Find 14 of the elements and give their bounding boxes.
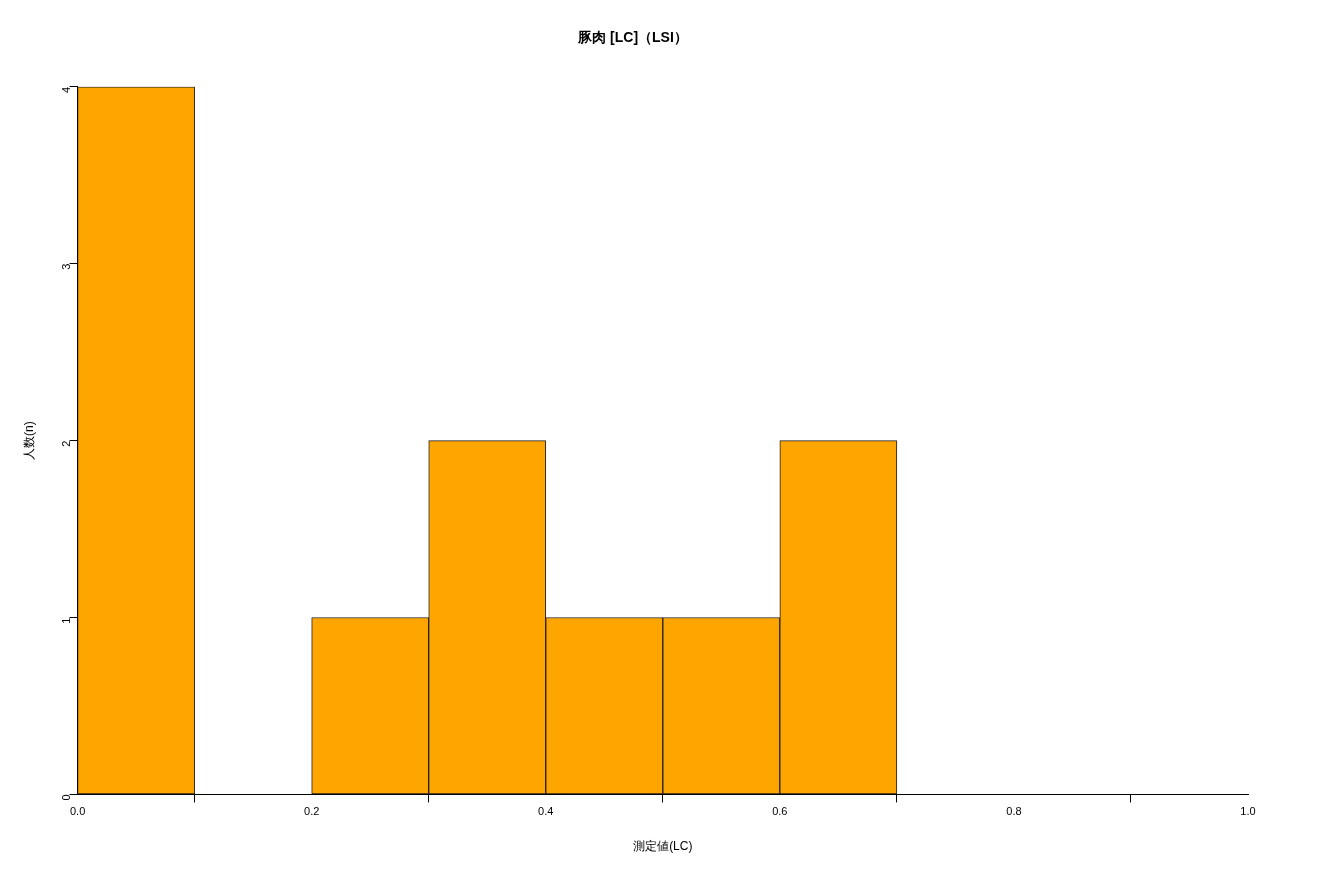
chart-title: 豚肉 [LC]（LSI） [577, 29, 688, 46]
x-axis-title: 測定値(LC) [633, 839, 693, 854]
y-tick-label: 4 [59, 86, 72, 93]
x-tick-label: 1.0 [1240, 805, 1256, 818]
x-tick-label: 0.4 [538, 805, 554, 818]
y-axis-title: 人数(n) [21, 421, 36, 460]
x-tick-label: 0.6 [772, 805, 788, 818]
y-tick-label: 2 [59, 440, 72, 447]
y-tick-label: 0 [59, 794, 72, 801]
x-tick-label: 0.2 [304, 805, 320, 818]
x-tick-label: 0.0 [69, 805, 86, 818]
y-tick-label: 3 [59, 263, 72, 270]
x-tick-label: 0.8 [1006, 805, 1022, 818]
y-tick-label: 1 [59, 617, 72, 624]
